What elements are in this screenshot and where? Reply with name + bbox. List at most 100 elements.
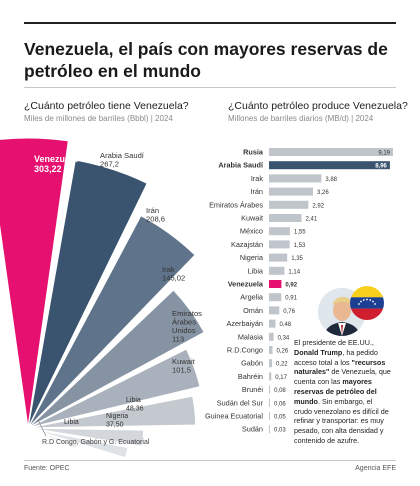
- production-value-sudan: 0,03: [274, 428, 286, 434]
- production-value-kazajstan: 1,53: [294, 243, 306, 249]
- production-value-argelia: 0,91: [285, 296, 297, 302]
- note-text-3: , ha pedido acceso total a los: [294, 347, 378, 367]
- production-bar-argelia: [269, 293, 282, 302]
- production-bar-sudan: [269, 425, 270, 434]
- reserves-slice-emiratos-arabes-unidos-4: [27, 348, 201, 429]
- production-value-gabon: 0,22: [276, 362, 288, 368]
- reserves-title: ¿Cuánto petróleo tiene Venezuela?: [24, 100, 189, 112]
- reserves-slice-irak-3: [27, 289, 206, 429]
- production-bar-sudan-del-sur: [269, 398, 270, 407]
- production-label-argelia: Argelia: [240, 293, 264, 302]
- production-bar-arabia-saudi: [269, 161, 390, 170]
- production-label-malasia: Malasia: [238, 332, 264, 341]
- reserves-label-emiratos-arabes-unidos-4: Emiratos Árabes Unidos 113: [172, 309, 202, 344]
- production-label-brunei: Brunéi: [242, 385, 263, 394]
- production-value-venezuela: 0,92: [285, 283, 297, 289]
- production-value-oman: 0,76: [283, 309, 295, 315]
- note-text-5: de Venezuela, que cuenta con las: [294, 367, 391, 387]
- top-rule: [24, 22, 396, 24]
- page-title: Venezuela, el país con mayores reservas …: [24, 39, 388, 81]
- production-value-rusia: 9,19: [378, 151, 390, 157]
- reserves-slice-venezuela-0: [0, 137, 70, 429]
- production-value-mexico: 1,55: [294, 230, 306, 236]
- production-label-oman: Omán: [243, 306, 263, 315]
- reserves-slice-arabia-saudi-1: [27, 159, 149, 429]
- production-value-r-d-congo: 0,26: [277, 349, 289, 355]
- trump-note: El presidente de EE.UU., Donald Trump, h…: [294, 338, 392, 446]
- production-label-emiratos-arabes: Emiratos Árabes: [209, 200, 263, 209]
- production-bar-bahrein: [269, 372, 272, 381]
- production-value-guinea-ecuatorial: 0,05: [274, 415, 286, 421]
- reserves-label-kuwait-5: Kuwait 101,5: [172, 357, 196, 375]
- production-value-kuwait: 2,41: [306, 217, 318, 223]
- note-text-1: El presidente de EE.UU.,: [294, 338, 374, 347]
- production-label-irak: Irak: [251, 174, 264, 183]
- reserves-label-irak-3: Irak 145,02: [162, 265, 185, 283]
- production-value-malasia: 0,34: [278, 335, 290, 341]
- note-text-7: . Sin embargo, el crudo venezolano es di…: [294, 396, 389, 445]
- production-value-azerbaiyan: 0,48: [279, 322, 291, 328]
- production-bar-brunei: [269, 385, 271, 394]
- production-bar-oman: [269, 306, 280, 315]
- production-value-iran: 3,26: [317, 190, 329, 196]
- note-text-6: mayores reservas de petróleo del mundo: [294, 377, 377, 406]
- note-text-4: "recursos naturales": [294, 357, 386, 377]
- production-label-azerbaiyan: Azerbaiyán: [226, 319, 263, 328]
- production-label-kazajstan: Kazajstán: [231, 240, 263, 249]
- production-title: ¿Cuánto petróleo produce Venezuela?: [228, 100, 408, 112]
- production-bar-r-d-congo: [269, 346, 273, 354]
- title-separator: [24, 87, 396, 88]
- note-text-2: Donald Trump: [294, 347, 343, 357]
- production-caption: Millones de barriles diarios (MB/d) | 20…: [228, 114, 374, 123]
- production-label-mexico: México: [240, 227, 263, 236]
- reserves-slice-r-d-congo-gabon-y-g-ecuatorial-9: [27, 427, 57, 444]
- production-label-iran: Irán: [250, 187, 263, 196]
- reserves-label-libia-6: Libia 48,36: [126, 397, 144, 413]
- production-bar-libia: [269, 266, 285, 275]
- footer-rule: [24, 460, 396, 461]
- agency-credit: Agencia EFE: [355, 465, 396, 472]
- production-bar-guinea-ecuatorial: [269, 412, 270, 420]
- production-label-nigeria: Nigeria: [240, 253, 264, 262]
- production-label-rusia: Rusia: [243, 148, 264, 157]
- production-bar-iran: [269, 187, 313, 196]
- reserves-slice-nigeria-7: [27, 427, 129, 459]
- production-value-sudan-del-sur: 0,06: [274, 401, 286, 407]
- production-label-venezuela: Venezuela: [228, 280, 264, 289]
- production-label-kuwait: Kuwait: [241, 214, 263, 223]
- production-value-libia: 1,14: [288, 269, 300, 275]
- venezuela-flag-icon: [350, 286, 384, 320]
- production-bar-rusia: [269, 148, 393, 156]
- production-label-libia: Libia: [248, 266, 264, 275]
- production-label-r-d-congo: R.D.Congo: [227, 346, 263, 355]
- reserves-caption: Miles de millones de barriles (Bbbl) | 2…: [24, 114, 173, 123]
- production-value-bahrein: 0,17: [275, 375, 287, 381]
- reserves-label-arabia-saudi-1: Arabia Saudí 267,2: [100, 151, 145, 169]
- production-label-gabon: Gabón: [241, 359, 263, 368]
- production-bar-venezuela: [269, 280, 282, 288]
- reserves-slice-libia-6: [27, 427, 145, 447]
- reserves-label-r-d-congo-gabon-y-g-ecuatorial-9: R.D Congo, Gabón y G. Ecuatorial: [42, 439, 150, 446]
- production-bar-irak: [269, 174, 322, 183]
- reserves-label-libia-8: Libia: [64, 419, 79, 426]
- production-label-sudan-del-sur: Sudán del Sur: [217, 398, 264, 407]
- production-value-irak: 3,88: [325, 177, 337, 183]
- production-bar-mexico: [269, 227, 290, 236]
- reserves-label-venezuela-0: Venezuela 303,22: [34, 154, 79, 174]
- reserves-leader-line: [37, 419, 47, 437]
- production-bar-nigeria: [269, 253, 288, 262]
- production-value-nigeria: 1,35: [291, 256, 303, 262]
- reserves-slice-kuwait-5: [27, 395, 197, 429]
- production-bar-kuwait: [269, 214, 302, 222]
- production-bar-malasia: [269, 332, 274, 341]
- production-value-arabia-saudi: 8,96: [375, 164, 387, 170]
- production-value-emiratos-arabes: 2,92: [312, 203, 324, 209]
- production-bar-emiratos-arabes: [269, 200, 309, 209]
- production-label-guinea-ecuatorial: Guinea Ecuatorial: [205, 412, 263, 421]
- production-bar-gabon: [269, 359, 272, 368]
- production-label-sudan: Sudán: [242, 425, 263, 434]
- production-bar-kazajstan: [269, 240, 290, 249]
- source-note: Fuente: OPEC: [24, 465, 70, 472]
